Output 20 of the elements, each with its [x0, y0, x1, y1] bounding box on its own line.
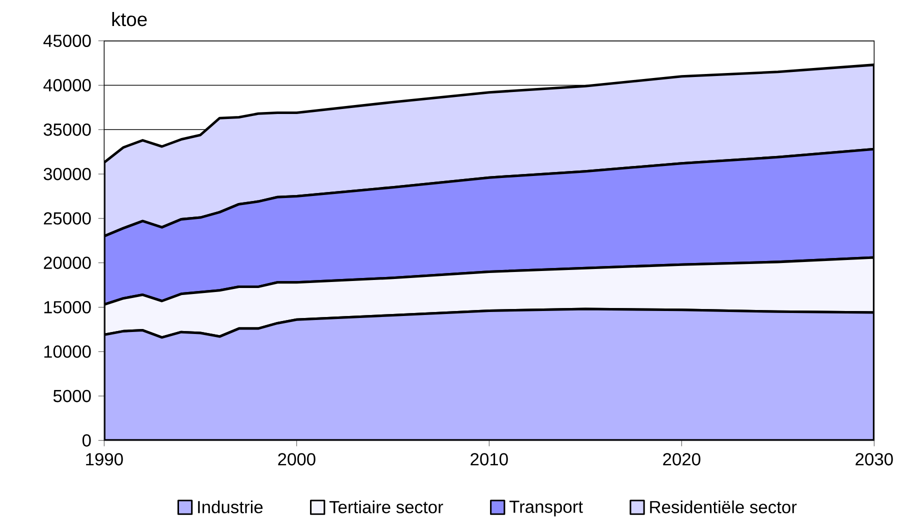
x-tick-label: 1990 [86, 453, 123, 466]
y-tick-label: 35000 [44, 124, 91, 136]
x-tick-label: 2030 [856, 453, 893, 466]
legend-label: Tertiaire sector [329, 500, 444, 514]
y-tick-label: 15000 [44, 301, 91, 314]
y-tick-label: 5000 [53, 390, 91, 402]
x-tick-label: 2000 [278, 453, 316, 466]
legend-label: Residentiële sector [650, 500, 797, 514]
x-tick-label: 2010 [470, 453, 508, 466]
y-tick-label: 25000 [44, 212, 91, 225]
y-tick-label: 10000 [44, 346, 91, 358]
y-tick-label: 20000 [44, 256, 91, 270]
y-tick-label: 45000 [43, 34, 91, 48]
legend-label: Transport [509, 500, 583, 517]
legend-label: Industrie [198, 500, 263, 514]
x-tick-label: 2020 [663, 453, 700, 466]
y-tick-label: 30000 [44, 168, 91, 180]
y-axis-title: ktoe [112, 12, 147, 26]
y-tick-label: 40000 [43, 79, 91, 92]
y-tick-label: 0 [82, 434, 91, 447]
